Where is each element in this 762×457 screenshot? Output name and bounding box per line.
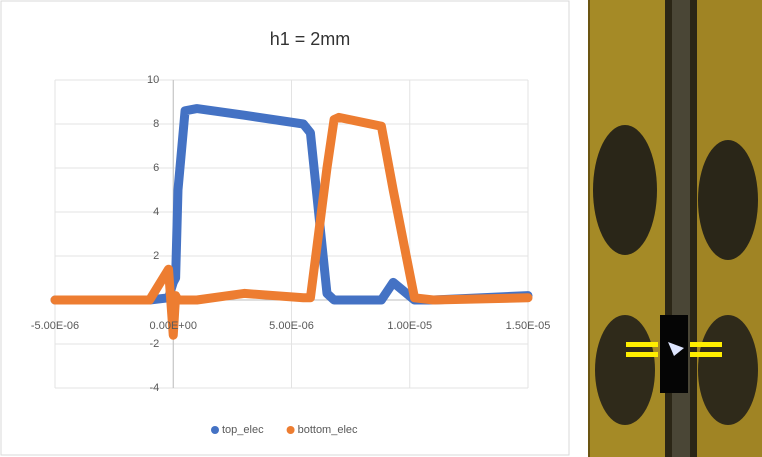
x-tick-label: 0.00E+00 (150, 320, 197, 332)
x-tick-label: 1.50E-05 (506, 320, 551, 332)
photo (588, 0, 762, 457)
y-tick-label: 4 (153, 206, 159, 218)
page: h1 = 2mm -4-20246810-5.00E-060.00E+005.0… (0, 0, 762, 457)
y-tick-label: 10 (147, 74, 159, 86)
y-tick-label: 2 (153, 250, 159, 262)
x-tick-label: -5.00E-06 (31, 320, 79, 332)
legend-label: top_elec (222, 424, 264, 436)
legend-marker (211, 426, 219, 434)
y-tick-label: 8 (153, 118, 159, 130)
chart-frame (1, 1, 569, 455)
x-tick-label: 5.00E-06 (269, 320, 314, 332)
x-tick-label: 1.00E-05 (387, 320, 432, 332)
chart-title: h1 = 2mm (270, 29, 351, 49)
legend-label: bottom_elec (298, 424, 358, 436)
chart: h1 = 2mm -4-20246810-5.00E-060.00E+005.0… (0, 0, 762, 457)
y-tick-label: -2 (149, 338, 159, 350)
y-tick-label: 6 (153, 162, 159, 174)
legend-marker (287, 426, 295, 434)
y-tick-label: -4 (149, 382, 159, 394)
